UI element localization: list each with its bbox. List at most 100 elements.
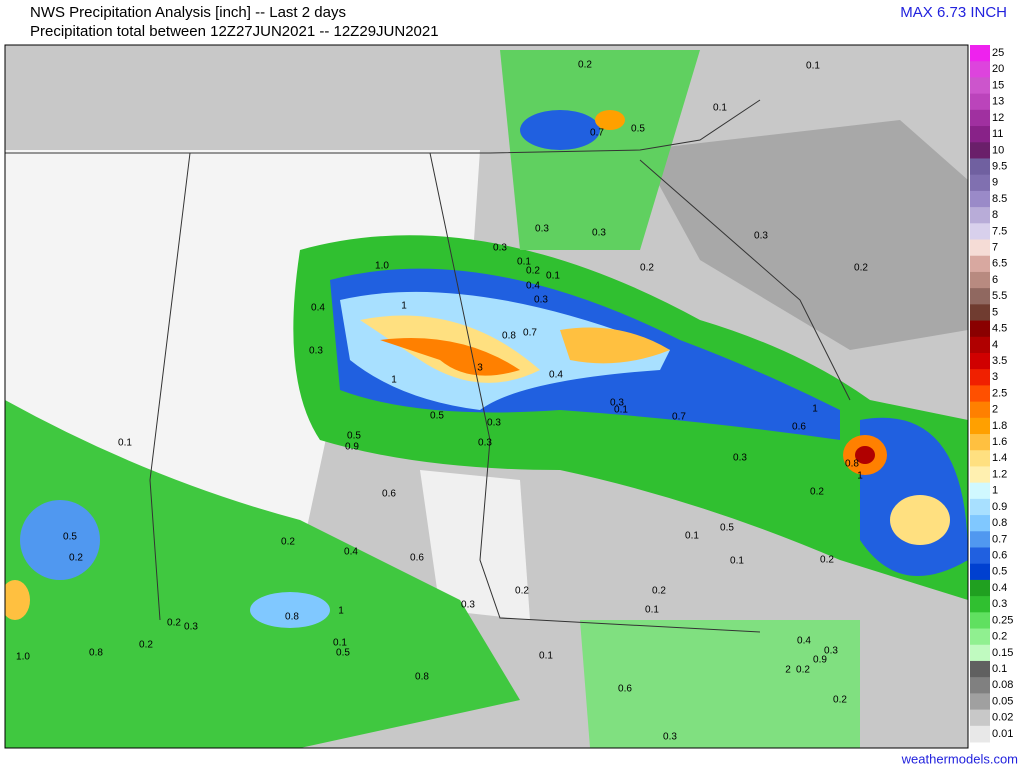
legend-label: 0.01 <box>992 728 1013 740</box>
legend-label: 0.05 <box>992 695 1013 707</box>
legend-label: 1 <box>992 485 998 497</box>
max-value: MAX 6.73 INCH <box>900 4 1007 21</box>
legend-label: 0.8 <box>992 517 1007 529</box>
contour-label: 0.2 <box>652 586 666 597</box>
legend-label: 25 <box>992 47 1004 59</box>
legend-swatch <box>970 693 990 711</box>
contour-label: 0.7 <box>672 412 686 423</box>
contour-label: 0.2 <box>854 263 868 274</box>
legend-label: 1.8 <box>992 420 1007 432</box>
legend-swatch <box>970 466 990 484</box>
contour-label: 1 <box>857 471 863 482</box>
contour-label: 0.4 <box>344 547 358 558</box>
contour-label: 0.1 <box>713 103 727 114</box>
legend-label: 0.3 <box>992 598 1007 610</box>
legend-swatch <box>970 239 990 257</box>
contour-label: 0.4 <box>526 281 540 292</box>
legend-swatch <box>970 223 990 241</box>
legend-swatch <box>970 385 990 403</box>
contour-label: 0.5 <box>631 124 645 135</box>
contour-label: 0.4 <box>797 636 811 647</box>
contour-label: 0.3 <box>478 438 492 449</box>
legend-swatch <box>970 498 990 516</box>
legend-swatch <box>970 336 990 354</box>
legend-label: 5 <box>992 306 998 318</box>
contour-label: 0.5 <box>336 648 350 659</box>
legend-label: 0.2 <box>992 631 1007 643</box>
legend-swatch <box>970 596 990 613</box>
contour-label: 0.3 <box>610 398 624 409</box>
legend-swatch <box>970 352 990 370</box>
contour-label: 0.2 <box>69 553 83 564</box>
contour-label: 1 <box>338 606 344 617</box>
legend-label: 11 <box>992 128 1003 140</box>
legend-swatch <box>970 612 990 630</box>
legend-swatch <box>970 93 990 111</box>
legend-swatch <box>970 401 990 419</box>
contour-label: 0.3 <box>184 622 198 633</box>
legend-swatch <box>970 142 990 159</box>
contour-label: 0.3 <box>824 646 838 657</box>
contour-label: 0.3 <box>535 224 549 235</box>
legend-label: 0.6 <box>992 549 1007 561</box>
legend-swatch <box>970 709 990 727</box>
legend-swatch <box>970 304 990 322</box>
contour-label: 0.1 <box>806 61 820 72</box>
contour-label: 0.4 <box>311 303 325 314</box>
legend-label: 13 <box>992 96 1004 108</box>
legend-swatch <box>970 547 990 565</box>
contour-label: 0.2 <box>578 60 592 71</box>
contour-label: 0.3 <box>487 418 501 429</box>
legend-label: 0.9 <box>992 501 1007 513</box>
contour-label: 0.2 <box>796 665 810 676</box>
title: NWS Precipitation Analysis [inch] -- Las… <box>30 4 346 21</box>
legend-label: 3.5 <box>992 355 1007 367</box>
legend-swatch <box>970 515 990 532</box>
legend-label: 6.5 <box>992 258 1007 270</box>
contour-label: 0.1 <box>517 257 531 268</box>
contour-label: 1 <box>401 301 407 312</box>
legend-swatch <box>970 126 990 143</box>
legend-swatch <box>970 644 990 662</box>
legend-label: 7 <box>992 242 998 254</box>
contour-label: 0.5 <box>430 411 444 422</box>
legend-label: 2 <box>992 404 998 416</box>
legend-label: 7.5 <box>992 225 1007 237</box>
legend-swatch <box>970 255 990 273</box>
legend-label: 12 <box>992 112 1004 124</box>
legend-label: 20 <box>992 63 1004 75</box>
legend-label: 10 <box>992 144 1004 156</box>
legend-label: 1.6 <box>992 436 1007 448</box>
legend-swatch <box>970 628 990 646</box>
legend-swatch <box>970 563 990 581</box>
legend-swatch <box>970 579 990 597</box>
contour-label: 0.3 <box>754 231 768 242</box>
contour-label: 0.1 <box>730 556 744 567</box>
legend-swatch <box>970 725 990 743</box>
contour-label: 0.3 <box>309 346 323 357</box>
legend-swatch <box>970 207 990 224</box>
contour-label: 3 <box>477 363 483 374</box>
contour-label: 0.1 <box>539 651 553 662</box>
legend-label: 4 <box>992 339 998 351</box>
contour-label: 0.5 <box>63 532 77 543</box>
contour-label: 0.3 <box>493 243 507 254</box>
contour-label: 0.3 <box>534 295 548 306</box>
legend-swatch <box>970 482 990 500</box>
contour-label: 0.6 <box>618 684 632 695</box>
legend-label: 1.4 <box>992 452 1007 464</box>
contour-label: 1.0 <box>16 652 30 663</box>
contour-label: 0.2 <box>526 266 540 277</box>
subtitle: Precipitation total between 12Z27JUN2021… <box>30 23 439 40</box>
contour-label: 0.7 <box>523 328 537 339</box>
legend-swatch <box>970 660 990 678</box>
contour-label: 0.1 <box>546 271 560 282</box>
contour-label: 0.2 <box>640 263 654 274</box>
contour-label: 0.3 <box>461 600 475 611</box>
contour-label: 0.5 <box>720 523 734 534</box>
contour-label: 0.1 <box>118 438 132 449</box>
legend-label: 8.5 <box>992 193 1007 205</box>
contour-label: 0.1 <box>685 531 699 542</box>
map-labels: 0.2 0.10.10.7 0.50.3 0.3 0.30.30.10.2 0.10.2 0… <box>16 60 868 743</box>
contour-label: 0.6 <box>410 553 424 564</box>
